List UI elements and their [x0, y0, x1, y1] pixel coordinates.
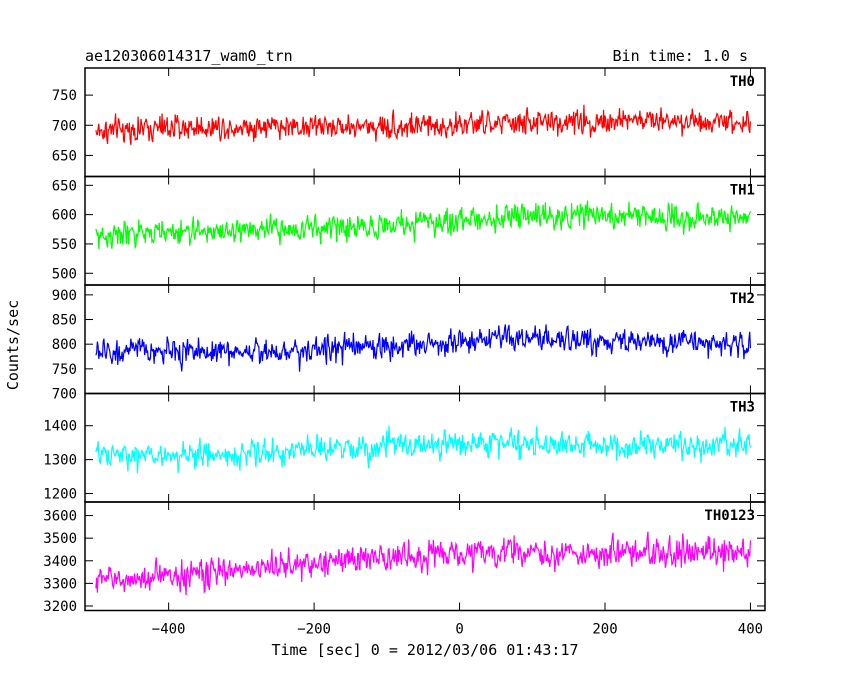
series-label-th0123: TH0123 — [704, 508, 755, 524]
panels-group: 650 700 750 TH0 500 550 600 650 TH1 700 750 800 850 9… — [43, 67, 766, 615]
y-tick-label: 3600 — [43, 509, 77, 525]
x-axis-title: Time [sec] 0 = 2012/03/06 01:43:17 — [271, 641, 578, 659]
x-tick-label: −200 — [297, 622, 331, 638]
series-line-th2 — [95, 324, 752, 372]
y-tick-label: 1400 — [43, 419, 77, 435]
panel-th1: 500 550 600 650 TH1 — [52, 175, 766, 286]
panel-frame — [84, 175, 766, 286]
panel-th3: 1200 1300 1400 TH3 — [43, 392, 766, 503]
y-tick-label: 700 — [52, 387, 77, 403]
y-tick-label: 3500 — [43, 531, 77, 547]
y-tick-label: 900 — [52, 288, 77, 304]
x-tick-label: −400 — [152, 622, 186, 638]
x-tick-label: 400 — [738, 622, 763, 638]
y-tick-label: 1300 — [43, 453, 77, 469]
panel-frame — [84, 501, 766, 612]
series-label-th0: TH0 — [730, 74, 755, 90]
series-label-th1: TH1 — [730, 183, 755, 199]
bin-time-label: Bin time: 1.0 s — [613, 47, 748, 65]
y-tick-label: 800 — [52, 337, 77, 353]
y-tick-label: 650 — [52, 148, 77, 164]
y-tick-label: 1200 — [43, 487, 77, 503]
y-tick-label: 750 — [52, 362, 77, 378]
x-tick-label: 0 — [455, 622, 463, 638]
series-label-th2: TH2 — [730, 291, 755, 307]
x-tick-label: 200 — [592, 622, 617, 638]
y-tick-label: 850 — [52, 313, 77, 329]
series-line-th3 — [95, 425, 752, 474]
y-tick-label: 3400 — [43, 554, 77, 570]
y-axis-title: Counts/sec — [4, 300, 22, 390]
y-tick-label: 750 — [52, 88, 77, 104]
y-tick-label: 700 — [52, 118, 77, 134]
y-tick-label: 3300 — [43, 576, 77, 592]
x-axis: −400 −200 0 200 400 — [152, 622, 763, 638]
y-tick-label: 500 — [52, 266, 77, 282]
series-label-th3: TH3 — [730, 400, 755, 416]
plot-title: ae120306014317_wam0_trn — [85, 47, 293, 65]
y-tick-label: 650 — [52, 178, 77, 194]
series-line-th0 — [95, 104, 752, 145]
panel-th0123: 3200 3300 3400 3500 3600 TH0123 — [43, 501, 766, 615]
y-tick-label: 550 — [52, 237, 77, 253]
panel-th2: 700 750 800 850 900 TH2 — [52, 284, 766, 403]
series-line-th1 — [95, 200, 752, 250]
panel-th0: 650 700 750 TH0 — [52, 67, 766, 178]
y-tick-label: 3200 — [43, 599, 77, 615]
series-line-th0123 — [95, 531, 752, 596]
y-tick-label: 600 — [52, 208, 77, 224]
